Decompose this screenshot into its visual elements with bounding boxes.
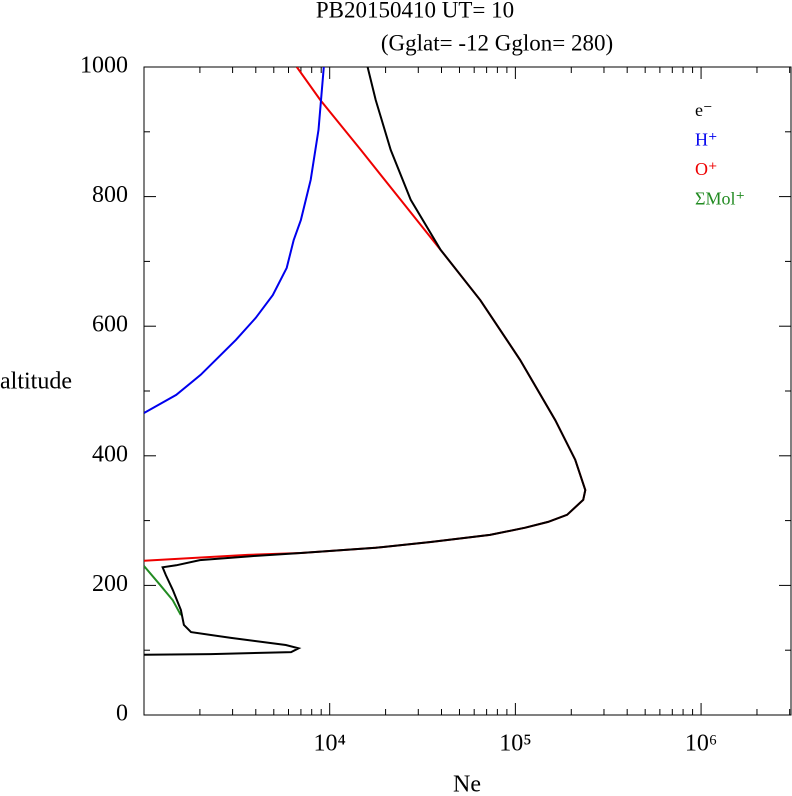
- legend-entry: e⁻: [695, 100, 713, 120]
- y-tick-label: 600: [92, 312, 128, 338]
- y-axis-label: altitude: [0, 369, 72, 395]
- x-axis-label: Ne: [453, 772, 481, 796]
- series-line: [144, 67, 325, 414]
- y-tick-label: 800: [92, 182, 128, 208]
- x-tick-label: 10⁵: [499, 731, 531, 757]
- legend-entry: H⁺: [695, 130, 718, 150]
- y-tick-label: 1000: [80, 53, 128, 79]
- y-tick-label: 0: [116, 701, 128, 727]
- chart-subtitle: (Gglat= -12 Gglon= 280): [381, 30, 613, 55]
- legend-entry: ΣMol⁺: [695, 189, 745, 209]
- series-line: [144, 67, 587, 562]
- chart-title: PB20150410 UT= 10: [316, 0, 514, 22]
- plot-frame: [143, 66, 792, 716]
- series-line: [144, 67, 587, 656]
- y-tick-label: 400: [92, 441, 128, 467]
- legend-entry: O⁺: [695, 159, 718, 179]
- series-line: [144, 565, 182, 616]
- x-tick-label: 10⁴: [314, 731, 346, 757]
- y-tick-label: 200: [92, 571, 128, 597]
- x-tick-label: 10⁶: [685, 731, 717, 757]
